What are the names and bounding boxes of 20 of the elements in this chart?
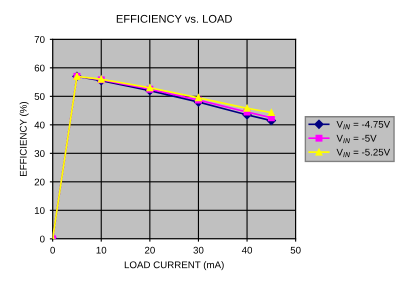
y-axis-title: EFFICIENCY (%)	[20, 102, 29, 176]
y-tick-label: 60	[34, 64, 45, 72]
legend-label: V$_{IN}$ = -5.25V	[336, 148, 390, 158]
x-tick-label: 0	[50, 246, 55, 254]
x-tick-label: 20	[144, 246, 155, 254]
y-tick-label: 0	[40, 236, 45, 242]
x-tick-label: 40	[242, 246, 252, 254]
x-tick-label: 50	[290, 246, 301, 254]
y-tick-label: 70	[34, 36, 45, 43]
legend-label: V$_{IN}$ = -4.75V	[336, 120, 390, 130]
chart-title: EFFICIENCY vs. LOAD	[116, 14, 232, 23]
y-tick-label: 10	[34, 207, 45, 214]
x-axis-title: LOAD CURRENT (mA)	[124, 261, 224, 270]
legend-label: V$_{IN}$ = -5V	[336, 134, 377, 144]
y-tick-label: 20	[34, 178, 45, 186]
y-tick-label: 50	[34, 93, 45, 100]
y-tick-label: 30	[34, 150, 45, 157]
x-tick-label: 10	[96, 246, 106, 254]
y-tick-label: 40	[34, 122, 45, 128]
x-tick-label: 30	[193, 246, 204, 254]
